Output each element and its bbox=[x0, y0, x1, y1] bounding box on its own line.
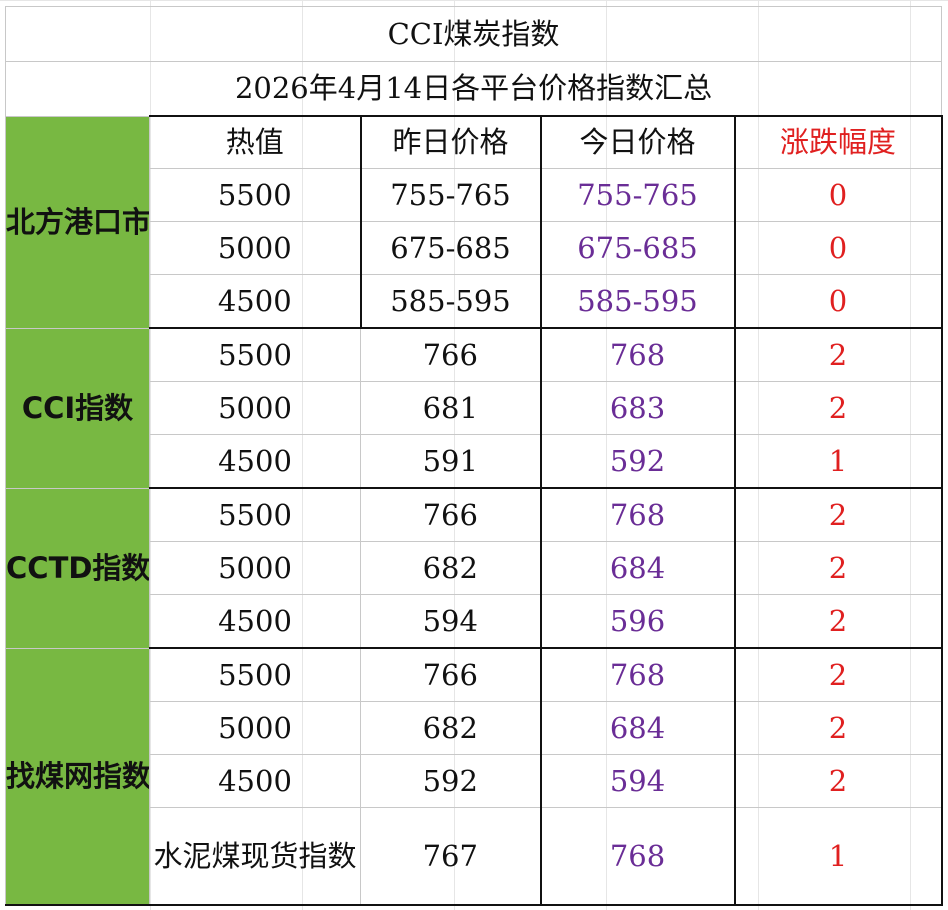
cell-yesterday: 681 bbox=[360, 381, 542, 435]
table-row: 5000 682 684 2 bbox=[6, 701, 943, 755]
cell-calorific: 5500 bbox=[149, 647, 361, 702]
table-row: 5000 682 684 2 bbox=[6, 541, 943, 595]
cell-change: 0 bbox=[733, 221, 943, 275]
cell-change: 2 bbox=[733, 327, 943, 382]
cell-calorific: 5500 bbox=[149, 327, 361, 382]
cell-calorific: 4500 bbox=[149, 594, 361, 649]
table-row: 4500 591 592 1 bbox=[6, 434, 943, 489]
cell-yesterday: 682 bbox=[360, 701, 542, 755]
group-label-cci: CCI指数 bbox=[5, 327, 150, 489]
table-row: 找煤网指数 5500 766 768 2 bbox=[5, 647, 943, 906]
cell-yesterday: 767 bbox=[360, 807, 542, 906]
cell-change: 1 bbox=[733, 807, 943, 906]
cell-change: 0 bbox=[733, 274, 943, 329]
group-label-zhaomei: 找煤网指数 bbox=[5, 647, 150, 906]
cell-today: 684 bbox=[540, 541, 736, 595]
title-row: CCI煤炭指数 bbox=[4, 6, 943, 62]
header-row: 北方港口市场煤报价 热值 昨日价格 今日价格 涨跌幅度 bbox=[5, 115, 943, 329]
table-row: 4500 592 594 2 bbox=[6, 754, 943, 808]
table-row: CCTD指数 5500 766 768 2 bbox=[5, 487, 943, 649]
cell-change: 0 bbox=[733, 168, 943, 222]
cell-change: 2 bbox=[733, 594, 943, 649]
cell-today: 768 bbox=[540, 807, 736, 906]
table-row: CCI指数 5500 766 768 2 bbox=[5, 327, 943, 489]
header-today: 今日价格 bbox=[540, 115, 736, 169]
table-row: 5000 681 683 2 bbox=[6, 381, 943, 435]
cell-yesterday: 675-685 bbox=[360, 221, 542, 275]
cell-calorific: 水泥煤现货指数 bbox=[149, 807, 361, 906]
cell-calorific: 5000 bbox=[149, 701, 361, 755]
cell-today: 683 bbox=[540, 381, 736, 435]
cell-today: 768 bbox=[540, 327, 736, 382]
table-row: 5000 675-685 675-685 0 bbox=[6, 221, 943, 275]
cell-calorific: 4500 bbox=[149, 754, 361, 808]
cell-change: 2 bbox=[733, 701, 943, 755]
header-change: 涨跌幅度 bbox=[733, 115, 943, 169]
cell-today: 594 bbox=[540, 754, 736, 808]
cell-today: 596 bbox=[540, 594, 736, 649]
cell-calorific: 5000 bbox=[149, 381, 361, 435]
cell-today: 585-595 bbox=[540, 274, 736, 329]
cell-yesterday: 591 bbox=[360, 434, 542, 489]
cell-change: 1 bbox=[733, 434, 943, 489]
cell-calorific: 5500 bbox=[149, 168, 362, 222]
cell-today: 675-685 bbox=[540, 221, 736, 275]
cell-calorific: 4500 bbox=[149, 274, 362, 329]
cell-today: 684 bbox=[540, 701, 736, 755]
cell-calorific: 5000 bbox=[149, 221, 362, 275]
table-title: CCI煤炭指数 bbox=[4, 6, 943, 62]
group-label-north-port: 北方港口市场煤报价 bbox=[5, 115, 150, 329]
table-row: 水泥煤现货指数 767 768 1 bbox=[6, 807, 943, 906]
group-label-cctd: CCTD指数 bbox=[5, 487, 150, 649]
cell-today: 768 bbox=[540, 487, 736, 542]
cell-yesterday: 585-595 bbox=[360, 274, 542, 329]
cell-change: 2 bbox=[733, 381, 943, 435]
header-calorific: 热值 bbox=[149, 115, 362, 169]
cell-change: 2 bbox=[733, 541, 943, 595]
table-row: 4500 594 596 2 bbox=[6, 594, 943, 649]
subtitle-row: 2026年4月14日各平台价格指数汇总 bbox=[4, 61, 943, 117]
table-row: 4500 585-595 585-595 0 bbox=[6, 274, 943, 329]
cell-today: 592 bbox=[540, 434, 736, 489]
cell-yesterday: 592 bbox=[360, 754, 542, 808]
cell-calorific: 4500 bbox=[149, 434, 361, 489]
cell-calorific: 5000 bbox=[149, 541, 361, 595]
cell-yesterday: 594 bbox=[360, 594, 542, 649]
cell-today: 755-765 bbox=[540, 168, 736, 222]
cell-yesterday: 766 bbox=[360, 487, 542, 542]
cell-today: 768 bbox=[540, 647, 736, 702]
header-yesterday: 昨日价格 bbox=[360, 115, 542, 169]
cell-change: 2 bbox=[733, 647, 943, 702]
cell-yesterday: 766 bbox=[360, 647, 542, 702]
cell-change: 2 bbox=[733, 754, 943, 808]
cell-yesterday: 682 bbox=[360, 541, 542, 595]
cell-change: 2 bbox=[733, 487, 943, 542]
cell-yesterday: 755-765 bbox=[360, 168, 542, 222]
table-subtitle: 2026年4月14日各平台价格指数汇总 bbox=[4, 61, 943, 117]
coal-index-table: CCI煤炭指数 2026年4月14日各平台价格指数汇总 北方港口市场煤报价 热值… bbox=[4, 6, 943, 906]
cell-calorific: 5500 bbox=[149, 487, 361, 542]
cell-yesterday: 766 bbox=[360, 327, 542, 382]
